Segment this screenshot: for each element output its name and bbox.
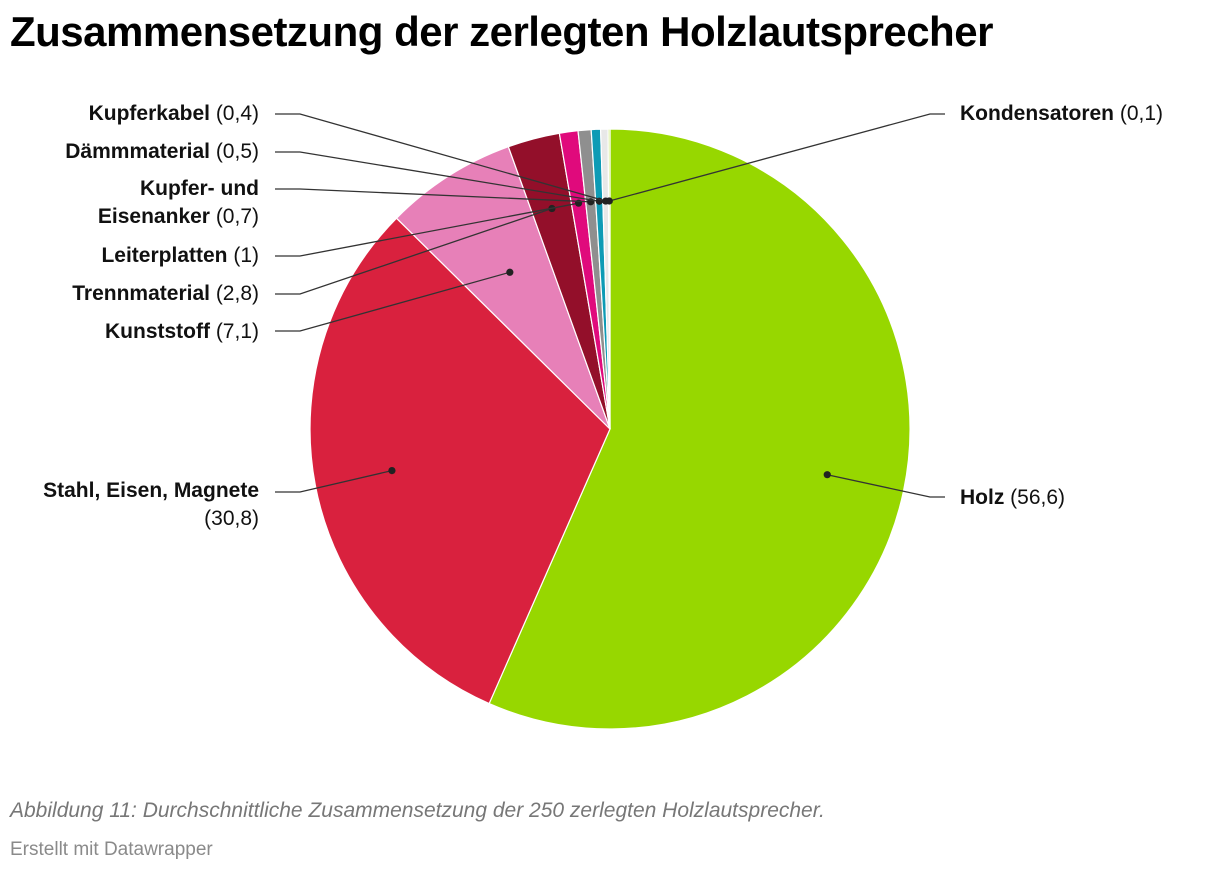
slice-label-trennmaterial: Trennmaterial (2,8) xyxy=(72,282,259,305)
chart-title: Zusammensetzung der zerlegten Holzlautsp… xyxy=(10,8,993,55)
leader-dot-kunststoff xyxy=(506,268,514,276)
leader-line-leiterplatten xyxy=(275,202,579,257)
leader-line-dammmaterial xyxy=(275,151,600,202)
leader-line-trennmaterial xyxy=(275,207,553,295)
leader-dot-holz xyxy=(823,471,831,479)
slice-label-leiterplatten: Leiterplatten (1) xyxy=(101,244,259,267)
figure-caption: Abbildung 11: Durchschnittliche Zusammen… xyxy=(10,799,825,822)
leader-line-kondensatoren xyxy=(609,113,945,202)
leader-line-stahl-eisen-magnete xyxy=(275,469,393,493)
slice-label-kunststoff: Kunststoff (7,1) xyxy=(105,320,259,343)
slice-labels: Holz (56,6) Stahl, Eisen, Magnete (30,8) Ku… xyxy=(43,102,1163,530)
leader-dot-stahl-eisen-magnete xyxy=(388,466,396,475)
credit-line: Erstellt mit Datawrapper xyxy=(10,839,213,860)
slice-label-dammmaterial: Dämmmaterial (0,5) xyxy=(65,140,259,163)
pie-slice-stahl-eisen-magnete xyxy=(309,217,611,705)
leader-line-kupfer-und-eisenanker xyxy=(275,188,591,203)
leader-line-holz xyxy=(827,474,945,498)
slice-label-stahl-eisen-magnete: Stahl, Eisen, Magnete (30,8) xyxy=(43,479,259,530)
pie-slices xyxy=(309,128,911,730)
slice-label-kondensatoren: Kondensatoren (0,1) xyxy=(960,102,1163,125)
leader-lines xyxy=(275,113,945,498)
slice-label-kupferkabel: Kupferkabel (0,4) xyxy=(89,102,259,125)
slice-label-holz: Holz (56,6) xyxy=(960,486,1065,509)
slice-label-kupfer-und-eisenanker: Kupfer- und Eisenanker (0,7) xyxy=(98,177,259,228)
leader-line-kupferkabel xyxy=(275,113,606,202)
leader-dot-kondensatoren xyxy=(605,197,613,205)
leader-line-kunststoff xyxy=(275,271,511,332)
